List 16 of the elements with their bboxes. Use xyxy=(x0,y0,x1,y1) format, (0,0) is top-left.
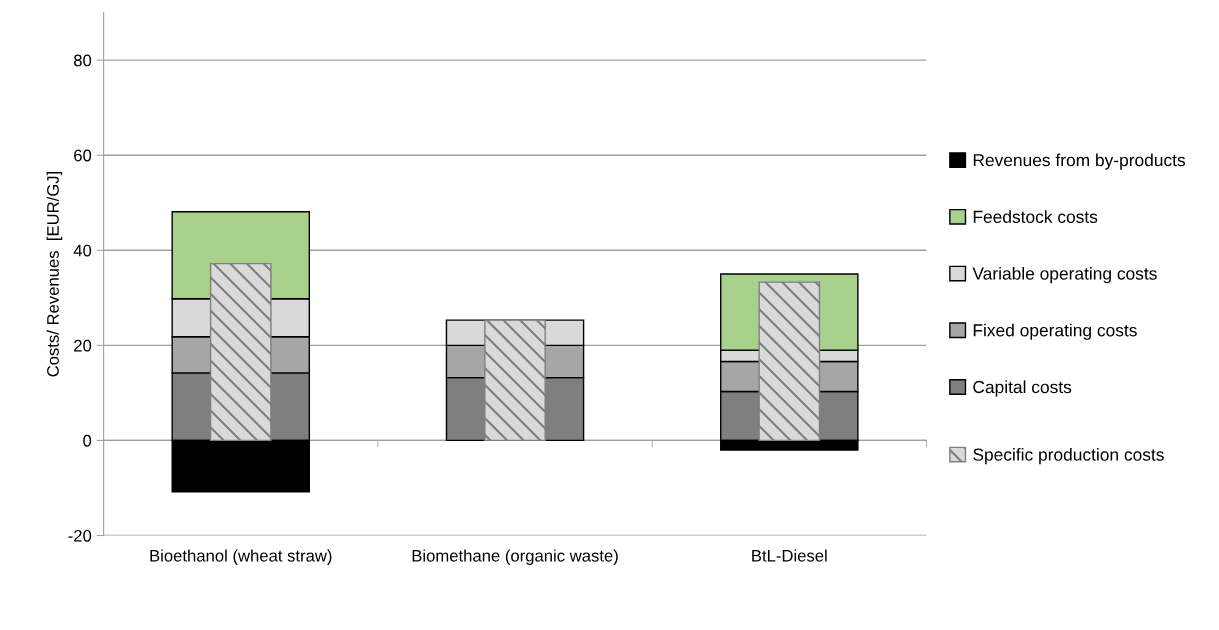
legend-label: Feedstock costs xyxy=(973,210,1098,223)
legend-label: Specific production costs xyxy=(973,448,1164,465)
y-axis-title: Costs/ Revenues [EUR/GJ] xyxy=(46,171,63,377)
x-tick-label: BtL-Diesel xyxy=(752,549,827,562)
y-tick-label: 0 xyxy=(83,434,92,447)
y-tick-label: 40 xyxy=(73,244,92,257)
x-tick-label: Bioethanol (wheat straw) xyxy=(150,549,332,565)
legend-label: Variable operating costs xyxy=(972,266,1157,284)
x-tick-label: Biomethane (organic waste) xyxy=(412,549,618,565)
legend-label: Fixed operating costs xyxy=(973,323,1137,340)
y-tick-label: 20 xyxy=(74,339,92,352)
legend-label: Revenues from by-products xyxy=(973,153,1186,170)
legend-label: Capital costs xyxy=(973,380,1072,397)
y-tick-label: 80 xyxy=(74,54,92,67)
y-tick-label: -20 xyxy=(68,529,92,542)
y-tick-label: 60 xyxy=(74,149,92,162)
